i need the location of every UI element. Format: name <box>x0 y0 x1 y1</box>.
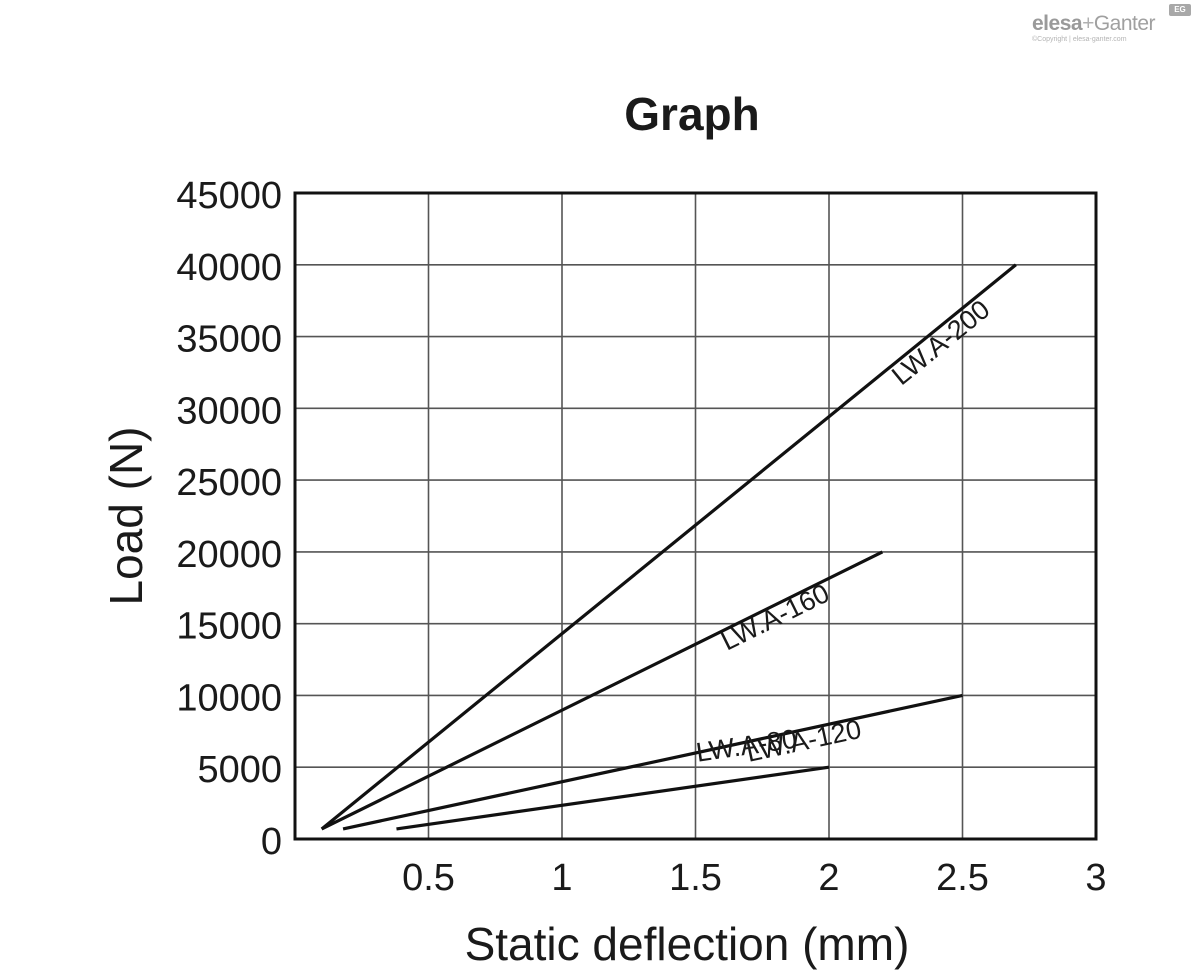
chart-title: Graph <box>624 88 759 140</box>
y-tick-label: 0 <box>261 821 282 863</box>
series-label: LW.A-200 <box>886 294 995 391</box>
series-line-lwa-120 <box>342 693 963 831</box>
x-tick-label: 1 <box>551 857 572 899</box>
plot-frame <box>293 191 1098 841</box>
brand-wordmark: elesa+Ganter <box>1032 12 1156 35</box>
series-line-lwa-80 <box>396 765 830 831</box>
copyright-text: ©Copyright | elesa-ganter.com <box>1032 36 1127 43</box>
x-tick-label: 3 <box>1085 857 1106 899</box>
series-line-lwa-160 <box>320 550 884 831</box>
y-axis-label: Load (N) <box>100 427 152 606</box>
x-tick-label: 0.5 <box>402 857 455 899</box>
x-tick-label: 2.5 <box>936 857 989 899</box>
x-tick-label: 2 <box>818 857 839 899</box>
grid-lines <box>295 193 1096 839</box>
y-tick-label: 45000 <box>176 175 282 217</box>
series-lines <box>320 263 1017 831</box>
x-axis-label: Static deflection (mm) <box>465 918 910 970</box>
x-axis-ticks: 0.5 1 1.5 2 2.5 3 <box>402 857 1106 899</box>
y-tick-label: 15000 <box>176 606 282 648</box>
x-tick-label: 1.5 <box>669 857 722 899</box>
series-label: LW.A-160 <box>716 578 834 657</box>
y-tick-label: 5000 <box>197 749 282 791</box>
y-tick-label: 35000 <box>176 319 282 361</box>
series-label: LW.A-80 <box>694 724 799 768</box>
y-tick-label: 30000 <box>176 390 282 432</box>
brand-logo: elesa+Ganter EG ©Copyright | elesa-gante… <box>1030 4 1195 46</box>
series-line-lwa-200 <box>320 263 1017 831</box>
y-tick-label: 40000 <box>176 247 282 289</box>
y-axis-ticks: 0 5000 10000 15000 20000 25000 30000 35000 40000… <box>176 175 282 863</box>
y-tick-label: 10000 <box>176 677 282 719</box>
y-tick-label: 25000 <box>176 462 282 504</box>
y-tick-label: 20000 <box>176 534 282 576</box>
brand-mark-icon: EG <box>1169 4 1191 16</box>
